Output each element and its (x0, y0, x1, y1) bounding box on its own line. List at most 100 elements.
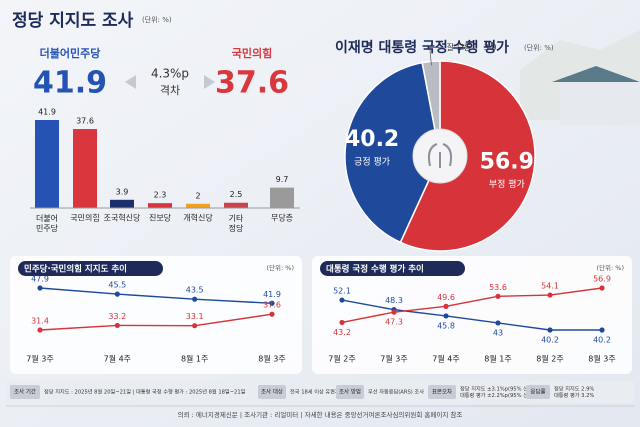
bar (270, 187, 294, 208)
point-label: 45.5 (108, 281, 126, 290)
point-label: 45.8 (437, 321, 455, 330)
point-label: 49.6 (437, 293, 455, 302)
footer-text: 정당 지지도 : 2025년 8월 20일~21일 | 대통령 국정 수행 평가… (44, 388, 246, 396)
x-tick-label: 8월 1주 (181, 354, 208, 364)
point-label: 43.5 (186, 286, 204, 295)
pie-slice (399, 60, 536, 252)
point-label: 43.2 (333, 328, 351, 337)
footer-label-box (336, 385, 364, 399)
point-label: 43 (493, 328, 503, 337)
bar-value-label: 3.9 (116, 187, 129, 196)
point (192, 323, 198, 329)
category-label: 조국혁신당 (104, 213, 141, 223)
point (443, 303, 449, 309)
line-unit: (단위: %) (597, 263, 624, 272)
left-highlight-value: 41.9 (33, 66, 107, 101)
slice-label: 부정 평가 (489, 179, 525, 190)
title-pill (18, 261, 163, 276)
x-tick-label: 8월 2주 (536, 354, 563, 364)
bar-value-label: 2 (195, 191, 200, 200)
category-label: 기타 정당 (229, 214, 244, 233)
point-label: 47.9 (31, 275, 49, 284)
point-label: 47.3 (385, 318, 403, 327)
footer-label: 조사 기간 (14, 388, 36, 396)
point (339, 319, 345, 326)
footer-text: 대통령 평가 ±2.2%p(95% 신뢰수준) (460, 391, 544, 399)
x-tick-label: 8월 3주 (258, 354, 285, 364)
point-label: 48.3 (385, 296, 403, 305)
x-tick-label: 7월 3주 (380, 354, 407, 364)
point (495, 293, 501, 299)
bar-value-label: 2.3 (154, 191, 167, 200)
point-label: 40.2 (541, 336, 559, 345)
pie-title: 이재명 대통령 국정 수행 평가 (335, 39, 509, 56)
bar-value-label: 37.6 (76, 117, 94, 126)
left-panel (10, 256, 302, 374)
bar (186, 203, 210, 208)
bar-value-label: 9.7 (276, 175, 289, 184)
point (547, 327, 553, 333)
footer-text: 무선 자동응답(ARS) 조사 (368, 388, 424, 396)
leader-line (429, 47, 444, 66)
point-label: 52.1 (333, 287, 351, 296)
footer-label-box (258, 385, 286, 399)
backdrop-roof (552, 66, 640, 82)
bar (35, 120, 59, 208)
point-label: 54.1 (541, 282, 559, 291)
point-label: 40.2 (593, 336, 611, 345)
footer-label: 조사 대상 (261, 388, 283, 396)
point (547, 292, 553, 298)
x-tick-label: 7월 4주 (104, 354, 131, 364)
line-unit: (단위: %) (267, 263, 294, 272)
right-panel (312, 256, 632, 374)
x-tick-label: 8월 1주 (484, 354, 511, 364)
title-pill (320, 261, 465, 276)
series-line (39, 287, 273, 304)
pie-slice (344, 61, 441, 244)
point (599, 327, 605, 333)
footer-text: 정당 지지도 2.9% (554, 384, 594, 392)
category-label: 더불어 민주당 (36, 213, 59, 233)
bar (110, 199, 134, 208)
gap-arrows (125, 75, 215, 89)
point-label: 41.9 (263, 290, 281, 299)
series-line (341, 287, 603, 324)
pie-unit: (단위: %) (524, 43, 554, 52)
backdrop-building (560, 80, 640, 125)
right-highlight-value: 37.6 (215, 66, 289, 101)
point (599, 285, 605, 291)
footer-text: 전국 18세 이상 유권자 (290, 388, 340, 396)
footer-label: 표본오차 (432, 388, 452, 396)
category-label: 진보당 (149, 213, 172, 223)
point (37, 285, 43, 291)
slice-value: 56.9 (480, 150, 534, 175)
bar-unit: (단위: %) (142, 15, 172, 24)
gap-value: 4.3%p (151, 67, 189, 81)
footer-label: 응답률 (530, 389, 545, 396)
point (391, 309, 397, 315)
bar (73, 129, 97, 208)
x-tick-label: 7월 4주 (432, 354, 459, 364)
point-label: 31.4 (31, 317, 49, 326)
slice-label: 잘 모름 (447, 43, 472, 52)
footer-label-box (526, 385, 550, 399)
point (495, 320, 501, 326)
bar-value-label: 2.5 (230, 190, 243, 199)
point (192, 296, 198, 302)
category-label: 무당층 (271, 213, 293, 223)
footer-label: 조사 방법 (339, 388, 361, 396)
footer-label-box (10, 385, 40, 399)
point (443, 313, 449, 319)
point (114, 291, 120, 297)
gap-label: 격차 (160, 84, 180, 97)
point (339, 297, 345, 303)
left-highlight-label: 더불어민주당 (40, 46, 101, 60)
footer-strip (6, 381, 634, 403)
x-tick-label: 8월 3주 (588, 354, 615, 364)
bar (224, 202, 248, 208)
point-label: 33.2 (108, 312, 126, 321)
point-label: 37.6 (263, 301, 281, 310)
point-label: 56.9 (593, 275, 611, 284)
